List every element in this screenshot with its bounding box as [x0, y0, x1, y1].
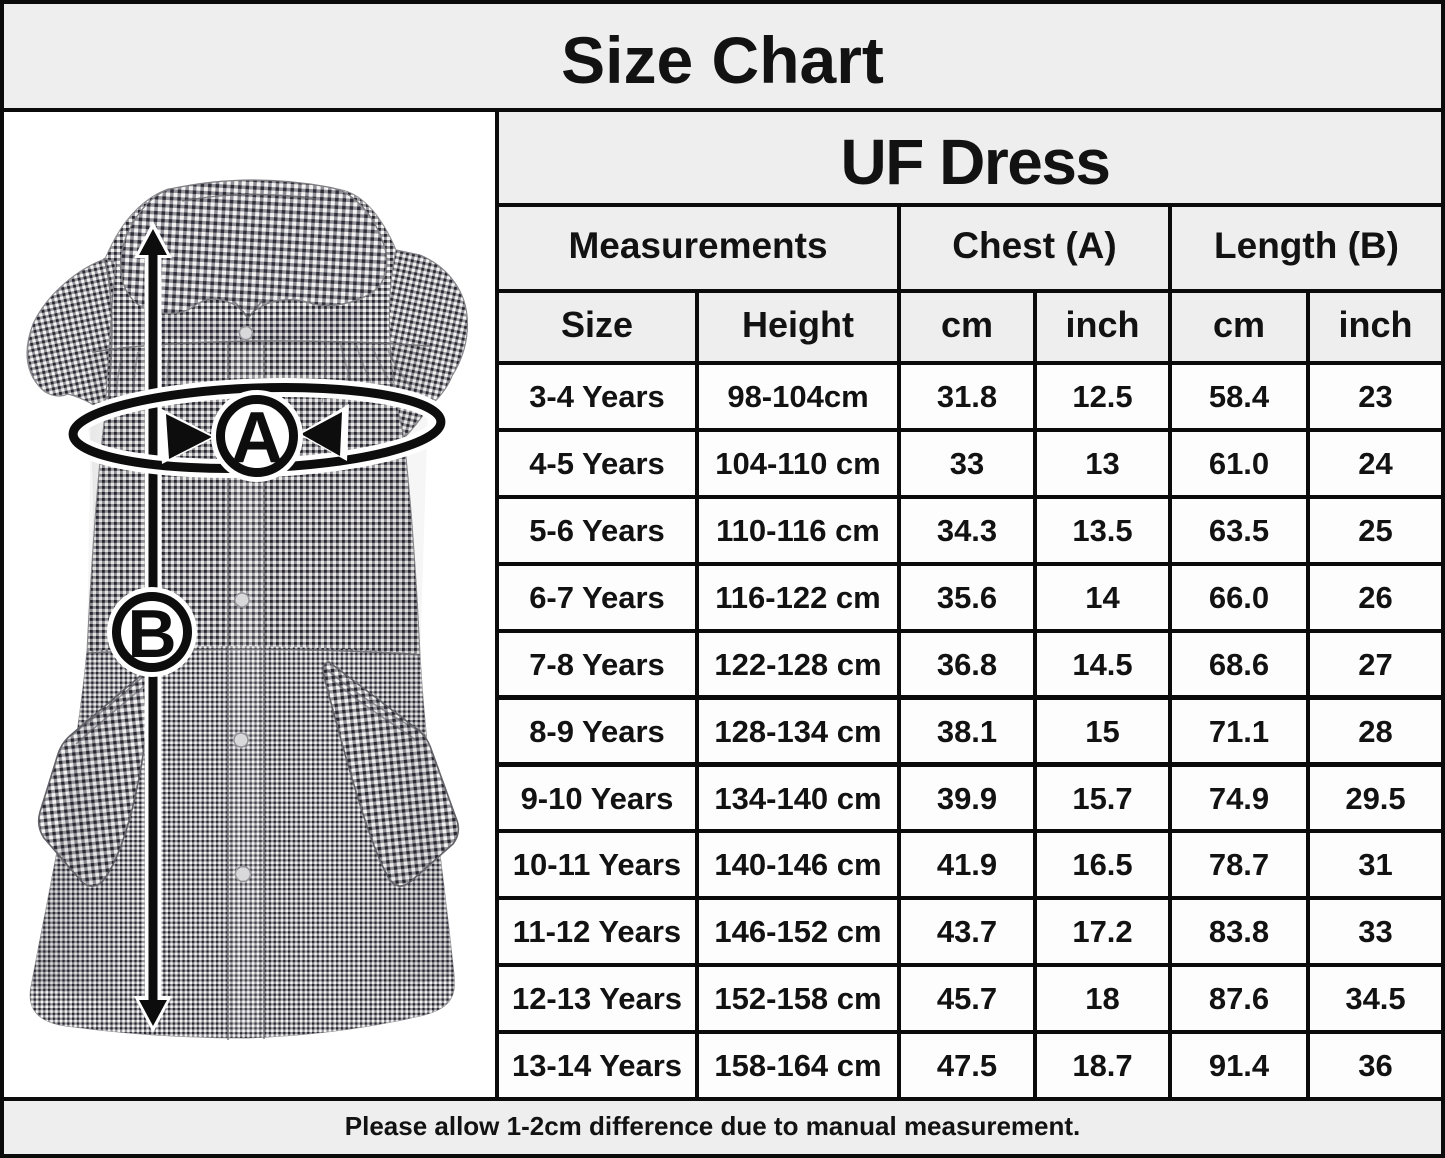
- svg-text:A: A: [231, 398, 283, 478]
- svg-text:B: B: [127, 596, 176, 672]
